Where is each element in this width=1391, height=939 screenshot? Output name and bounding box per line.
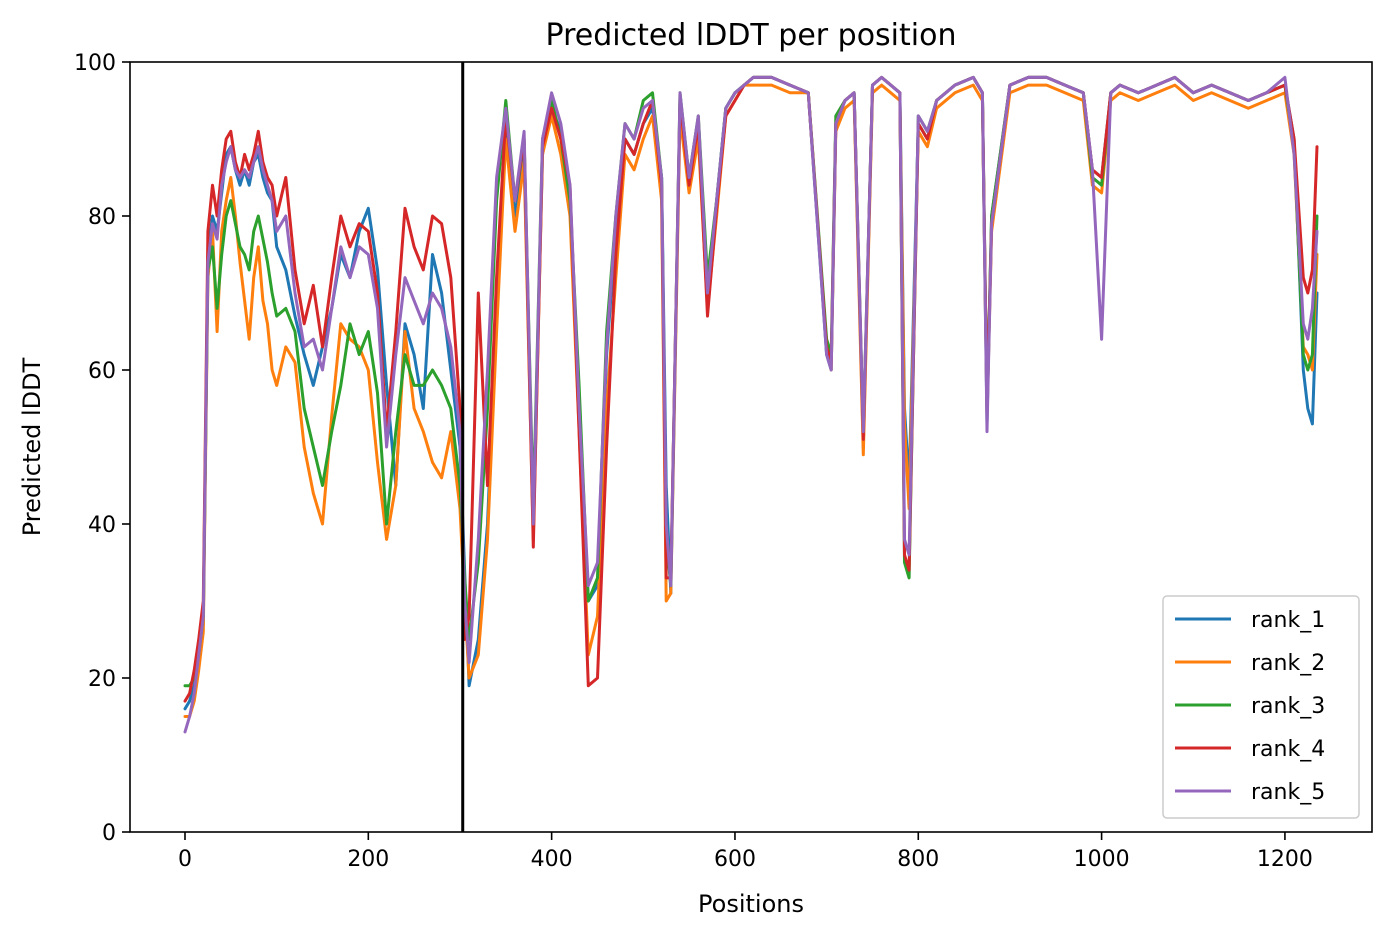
y-tick-label: 80 [88,205,116,230]
x-tick-label: 1000 [1074,847,1130,872]
x-tick-label: 1200 [1257,847,1313,872]
y-tick-label: 60 [88,359,116,384]
x-tick-label: 200 [347,847,389,872]
legend-label: rank_1 [1251,608,1325,633]
x-axis-label: Positions [698,890,804,918]
plot-frame [129,61,1373,833]
x-axis: 0 200 400 600 800 1000 1200 [178,832,1313,872]
series-line-rank-3 [183,75,1319,688]
y-tick-label: 0 [102,821,116,846]
y-tick-label: 40 [88,513,116,538]
series-line-rank-5 [183,75,1319,734]
legend-label: rank_4 [1251,737,1325,762]
series-line-rank-2 [183,83,1319,718]
series-line-rank-1 [183,75,1319,711]
x-tick-label: 600 [714,847,756,872]
y-axis-label: Predicted lDDT [18,357,46,536]
x-tick-label: 400 [531,847,573,872]
legend-label: rank_3 [1251,694,1325,719]
legend-label: rank_5 [1251,780,1325,805]
chart-title: Predicted lDDT per position [546,18,957,53]
y-axis: 0 20 40 60 80 100 [74,51,130,846]
plot-area [129,61,1373,833]
legend: rank_1 rank_2 rank_3 rank_4 rank_5 [1162,595,1360,819]
series-line-rank-4 [183,75,1319,703]
x-tick-label: 0 [178,847,192,872]
series-group [183,75,1319,734]
y-tick-label: 20 [88,667,116,692]
y-tick-label: 100 [74,51,116,76]
legend-label: rank_2 [1251,651,1325,676]
x-tick-label: 800 [897,847,939,872]
legend-box [1162,595,1360,819]
